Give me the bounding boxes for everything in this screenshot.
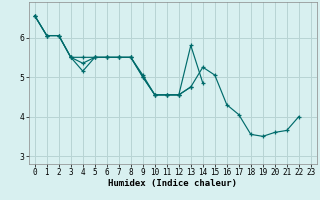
X-axis label: Humidex (Indice chaleur): Humidex (Indice chaleur) bbox=[108, 179, 237, 188]
